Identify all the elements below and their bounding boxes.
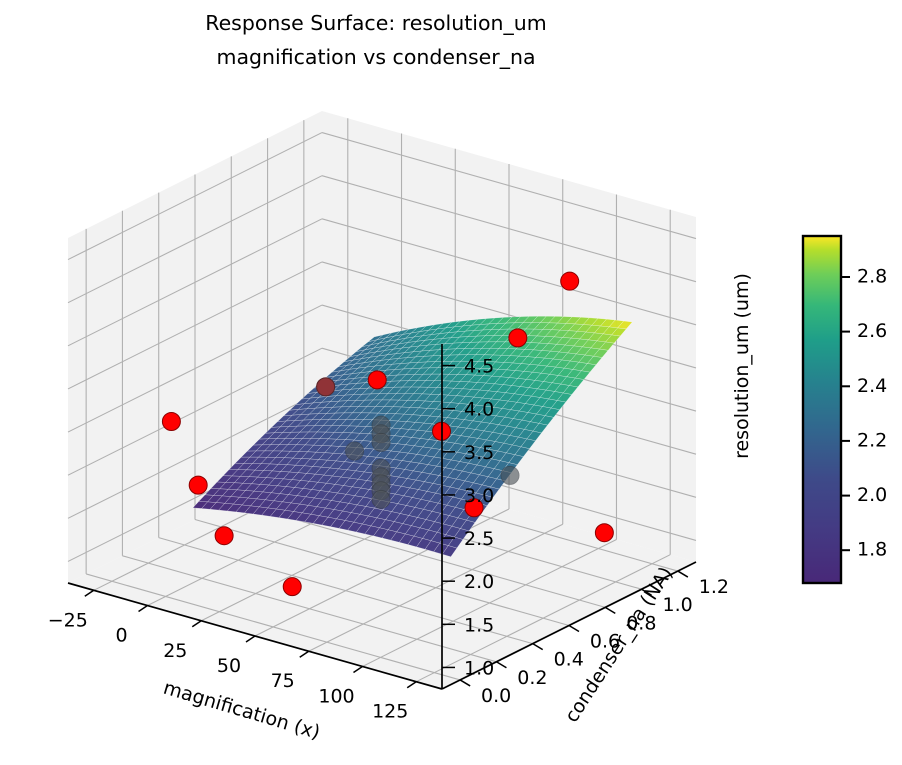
scatter-point-projected	[316, 377, 336, 397]
colorbar-tick-label-3: 2.4	[857, 375, 887, 397]
z-tick-label-3: 2.5	[464, 528, 494, 550]
x-tick-label-4: 75	[271, 670, 295, 692]
scatter-point-observed	[161, 412, 181, 432]
y-tick-label-0: 0.0	[481, 685, 511, 707]
z-tick-label-4: 3.0	[464, 485, 494, 507]
colorbar[interactable]: 1.8 2.0 2.2 2.4 2.6 2.8	[801, 234, 887, 585]
x-tick-label-6: 125	[372, 701, 408, 723]
z-tick-label-5: 3.5	[464, 442, 494, 464]
scatter-point-observed	[214, 526, 234, 546]
x-tick-label-0: −25	[48, 609, 88, 631]
colorbar-frame	[801, 234, 843, 585]
scatter-points	[161, 271, 614, 597]
scatter-point-observed	[508, 328, 528, 348]
colorbar-tick-label-4: 2.6	[857, 320, 887, 342]
y-tick-label-3: 0.6	[590, 631, 620, 653]
x-tick-label-1: 0	[115, 625, 127, 647]
colorbar-tick-label-2: 2.2	[857, 429, 887, 451]
y-tick-label-5: 1.0	[662, 594, 692, 616]
z-tick-label-7: 4.5	[464, 356, 494, 378]
colorbar-ticks: 1.8 2.0 2.2 2.4 2.6 2.8	[841, 266, 887, 561]
scatter-point-projected	[500, 465, 520, 485]
scatter-point-observed	[367, 370, 387, 390]
z-tick-label-1: 1.5	[464, 614, 494, 636]
scatter-point-observed	[594, 523, 614, 543]
colorbar-tick-label-1: 2.0	[857, 484, 887, 506]
y-tick-label-6: 1.2	[699, 576, 729, 598]
z-axis-label: resolution_um (um)	[731, 273, 753, 459]
z-tick-label-6: 4.0	[464, 399, 494, 421]
colorbar-tick-label-0: 1.8	[857, 539, 887, 561]
colorbar-gradient	[803, 236, 841, 583]
x-tick-label-3: 50	[217, 655, 241, 677]
colorbar-tick-label-5: 2.8	[857, 266, 887, 288]
z-tick-label-0: 1.0	[464, 657, 494, 679]
scatter-point-projected	[371, 432, 391, 452]
x-axis-label: magnification (x)	[161, 677, 323, 744]
x-tick-label-5: 100	[318, 686, 354, 708]
chart-title-line1: Response Surface: resolution_um	[205, 11, 546, 36]
axis-spines	[67, 344, 697, 690]
scatter-point-projected	[345, 441, 365, 461]
y-tick-label-4: 0.8	[626, 612, 656, 634]
scatter-point-observed	[560, 271, 580, 291]
scatter-point-observed	[282, 577, 302, 597]
scatter-point-projected	[371, 489, 391, 509]
scatter-point-observed	[188, 475, 208, 495]
y-tick-label-2: 0.4	[554, 649, 584, 671]
x-tick-label-2: 25	[163, 640, 187, 662]
axis-tick-labels: −25 0 25 50 75 100 125 0.0 0.2 0.4 0.6 0.8 1.0 1.2 1.0…	[48, 356, 729, 723]
z-tick-label-2: 2.0	[464, 571, 494, 593]
scatter-point-observed	[464, 498, 484, 518]
chart-title-line2: magnification vs condenser_na	[216, 45, 535, 70]
y-tick-label-1: 0.2	[517, 667, 547, 689]
